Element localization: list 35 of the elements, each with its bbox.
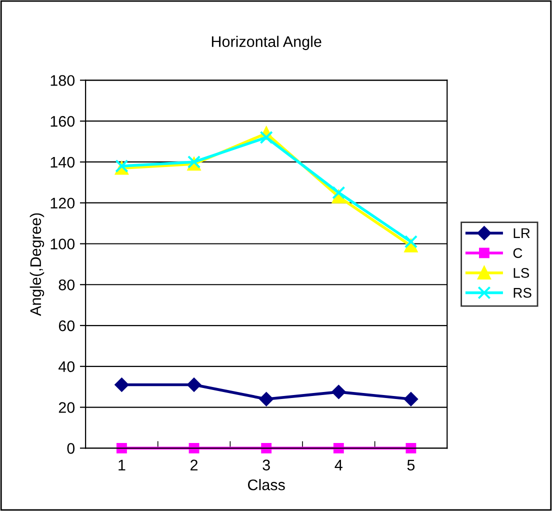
- y-tick-label: 20: [58, 402, 75, 413]
- point: [116, 442, 127, 454]
- point: [404, 235, 418, 248]
- y-tick-label: 140: [50, 156, 75, 168]
- chart-title: Horizontal Angle: [212, 36, 322, 50]
- x-tick-label: 3: [262, 460, 270, 470]
- y-tick-label: 160: [50, 116, 75, 127]
- legend-label: LR: [514, 228, 530, 238]
- x-axis-title: Class: [248, 479, 285, 490]
- y-tick-label: 100: [50, 238, 75, 250]
- point: [261, 442, 272, 454]
- y-tick-label: 80: [58, 279, 75, 290]
- y-tick-label: 40: [58, 361, 75, 372]
- y-tick-label: 120: [50, 198, 75, 209]
- x-tick-label: 1: [118, 460, 126, 470]
- x-tick-label: 2: [190, 460, 198, 470]
- point: [333, 442, 344, 454]
- point: [259, 392, 274, 406]
- point: [406, 442, 416, 454]
- point: [114, 378, 129, 392]
- point: [404, 392, 418, 406]
- y-axis-title: Angle(,Degree): [30, 213, 44, 316]
- legend-label: C: [513, 248, 522, 258]
- point: [260, 130, 273, 144]
- point: [332, 186, 346, 200]
- point: [187, 378, 201, 392]
- x-tick-label: 5: [407, 460, 415, 470]
- legend-label: RS: [514, 288, 532, 298]
- y-tick-label: 60: [58, 320, 75, 332]
- y-tick-label: 180: [50, 75, 75, 86]
- point: [332, 385, 346, 399]
- point: [188, 442, 200, 454]
- y-tick-label: 0: [67, 443, 75, 454]
- legend-label: LS: [514, 268, 530, 278]
- x-tick-label: 4: [334, 460, 342, 470]
